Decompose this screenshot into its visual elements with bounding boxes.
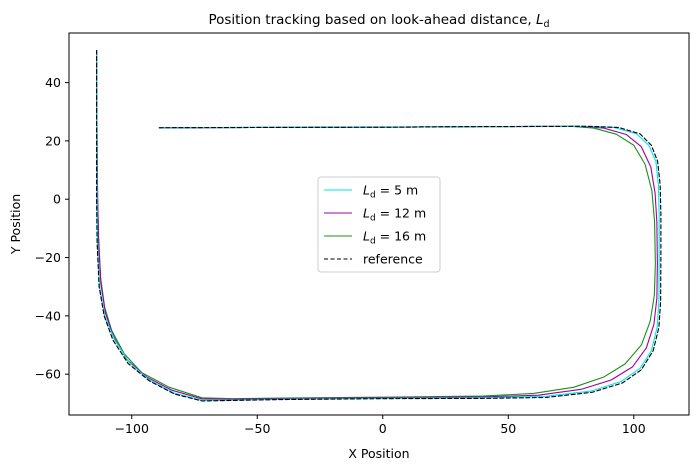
x-tick-label: −100: [115, 421, 149, 436]
y-tick-label: 0: [53, 192, 61, 207]
legend-label-3: reference: [363, 252, 423, 267]
y-axis-label: Y Position: [8, 194, 23, 255]
plot-lines: [96, 49, 662, 402]
y-tick-label: 40: [45, 75, 61, 90]
legend-label-0: Ld = 5 m: [363, 183, 418, 201]
legend-box: [317, 176, 441, 273]
x-axis-label: X Position: [348, 446, 409, 461]
y-tick-label: −40: [35, 308, 61, 323]
x-tick-label: 0: [379, 421, 387, 436]
y-tick-label: −20: [35, 250, 61, 265]
x-tick-label: 100: [622, 421, 646, 436]
plot-frame: [68, 32, 690, 416]
legend: Ld = 5 m Ld = 12 m Ld = 16 m reference: [317, 176, 441, 273]
y-tick-label: 20: [45, 133, 61, 148]
legend-label-2: Ld = 16 m: [363, 229, 426, 247]
legend-label-1: Ld = 12 m: [363, 206, 426, 224]
x-tick-label: −50: [244, 421, 270, 436]
series-line-1: [96, 49, 658, 400]
axis-ticks: −100 −50 0 50 100 −60 −40 −20 0 20 40: [35, 75, 646, 436]
chart-title: Position tracking based on look-ahead di…: [208, 12, 549, 30]
series-line-3: [96, 49, 662, 402]
y-tick-label: −60: [35, 367, 61, 382]
x-tick-label: 50: [500, 421, 516, 436]
